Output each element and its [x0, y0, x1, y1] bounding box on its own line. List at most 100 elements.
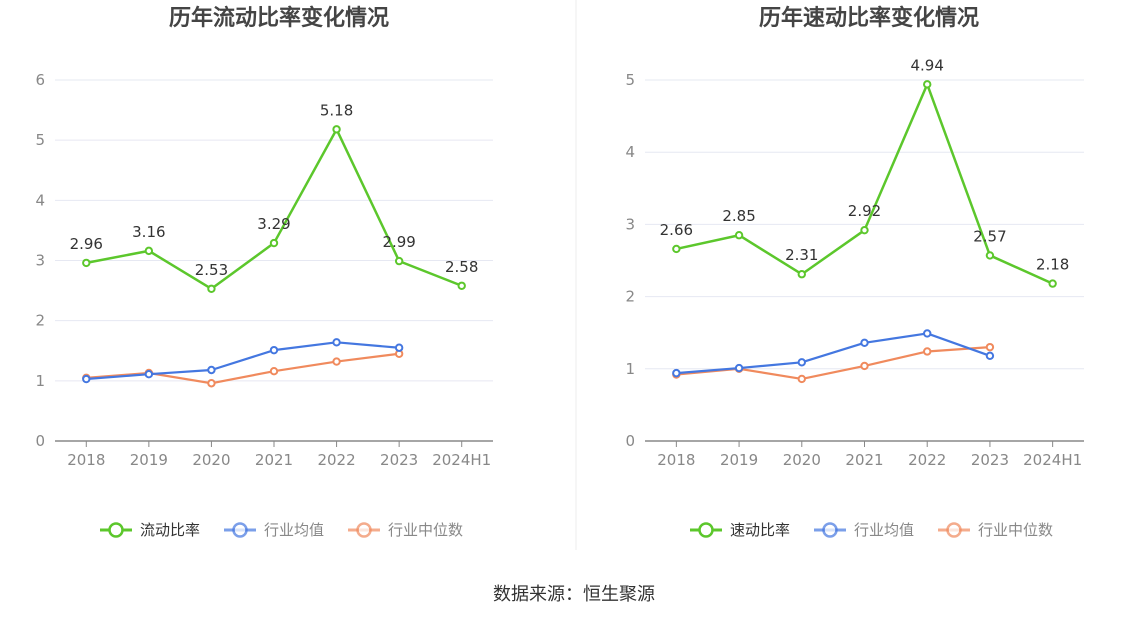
x-tick-label: 2022 — [908, 451, 946, 469]
legend-swatch-marker — [232, 522, 248, 538]
y-tick-label: 1 — [625, 360, 635, 378]
x-tick-label: 2018 — [67, 451, 105, 469]
data-point — [985, 251, 995, 260]
x-tick-label: 2019 — [130, 451, 168, 469]
x-tick-label: 2021 — [255, 451, 293, 469]
legend-swatch-marker — [356, 522, 372, 538]
data-point — [985, 342, 995, 352]
data-label: 2.99 — [382, 233, 415, 251]
data-point — [672, 244, 681, 254]
y-tick-label: 6 — [35, 71, 45, 89]
data-point — [207, 284, 216, 293]
legend-item-1: 速动比率 — [690, 521, 790, 539]
y-tick-label: 1 — [35, 372, 45, 390]
data-label: 2.31 — [785, 246, 818, 264]
chart-panel-2: 历年速动比率变化情况 0 1 2 3 4 5 2018 2019 2020 2021 2022 2023… — [625, 5, 1084, 539]
data-point — [734, 231, 744, 240]
legend-item-2: 行业均值 — [814, 521, 914, 539]
chart-title: 历年流动比率变化情况 — [169, 5, 389, 31]
data-source-note: 数据来源：恒生聚源 — [493, 584, 655, 605]
legend-label: 流动比率 — [140, 521, 200, 539]
legend-swatch-marker — [698, 522, 714, 538]
x-tick-label: 2021 — [845, 451, 883, 469]
legend-label: 速动比率 — [730, 521, 790, 539]
x-tick-label: 2023 — [380, 451, 418, 469]
legend-item-1: 流动比率 — [100, 521, 200, 539]
data-point — [672, 368, 681, 378]
y-tick-label: 2 — [625, 288, 635, 306]
legend-label: 行业中位数 — [978, 521, 1053, 539]
x-tick-label: 2022 — [317, 451, 355, 469]
data-point — [82, 374, 91, 384]
legend-item-3: 行业中位数 — [938, 521, 1053, 539]
x-tick-label: 2024H1 — [1023, 451, 1082, 469]
x-tick-label: 2023 — [971, 451, 1009, 469]
data-label: 2.57 — [973, 227, 1006, 245]
data-label: 2.58 — [445, 258, 478, 276]
chart-panel-1: 历年流动比率变化情况 0 1 2 3 4 5 6 2018 2019 2020 2021 2022 202… — [35, 5, 493, 539]
data-point — [82, 258, 91, 268]
data-point — [797, 270, 806, 279]
series-line-2 — [676, 332, 991, 375]
x-tick-label: 2024H1 — [432, 451, 491, 469]
legend-item-3: 行业中位数 — [348, 521, 463, 539]
data-point — [269, 345, 279, 355]
y-tick-label: 0 — [625, 432, 635, 450]
series-line-1 — [86, 128, 463, 291]
data-label: 5.18 — [320, 101, 353, 119]
legend-swatch-marker — [946, 522, 962, 538]
series-line-1 — [676, 83, 1054, 285]
data-label: 2.53 — [195, 261, 228, 279]
data-point — [797, 358, 806, 367]
y-tick-label: 4 — [625, 143, 635, 161]
data-label: 3.29 — [257, 215, 290, 233]
y-tick-label: 3 — [35, 252, 45, 270]
y-tick-label: 3 — [625, 215, 635, 233]
x-tick-label: 2019 — [720, 451, 758, 469]
data-label: 4.94 — [911, 56, 944, 74]
data-label: 2.96 — [70, 235, 103, 253]
legend-label: 行业均值 — [854, 521, 914, 539]
data-point — [860, 225, 869, 235]
data-point — [144, 370, 154, 379]
series-line-3 — [86, 352, 400, 385]
data-point — [734, 363, 744, 373]
y-tick-label: 2 — [35, 312, 45, 330]
data-point — [269, 367, 279, 376]
data-point — [332, 338, 341, 347]
data-point — [457, 281, 466, 290]
data-point — [923, 80, 932, 89]
data-point — [207, 379, 216, 388]
y-tick-label: 0 — [35, 432, 45, 450]
legend-swatch-marker — [822, 522, 838, 538]
data-point — [394, 256, 404, 266]
data-point — [860, 338, 869, 348]
data-label: 3.16 — [132, 223, 165, 241]
legend-label: 行业均值 — [264, 521, 324, 539]
data-point — [923, 347, 932, 356]
y-tick-label: 4 — [35, 191, 45, 209]
y-tick-label: 5 — [625, 71, 635, 89]
data-point — [1048, 279, 1057, 288]
data-label: 2.18 — [1036, 256, 1069, 274]
x-tick-label: 2020 — [192, 451, 230, 469]
data-point — [860, 361, 869, 371]
data-point — [207, 365, 216, 375]
data-label: 2.66 — [660, 221, 693, 239]
legend-swatch-marker — [108, 522, 124, 538]
data-point — [923, 329, 932, 338]
data-point — [394, 343, 404, 352]
x-tick-label: 2020 — [783, 451, 821, 469]
chart-title: 历年速动比率变化情况 — [759, 5, 979, 31]
series-line-2 — [86, 341, 400, 381]
data-label: 2.92 — [848, 202, 881, 220]
data-point — [332, 357, 341, 366]
legend-item-2: 行业均值 — [224, 521, 324, 539]
x-tick-label: 2018 — [657, 451, 695, 469]
data-point — [144, 246, 154, 256]
data-point — [269, 238, 279, 248]
data-label: 2.85 — [722, 207, 755, 225]
data-point — [797, 374, 806, 384]
data-point — [985, 351, 995, 361]
